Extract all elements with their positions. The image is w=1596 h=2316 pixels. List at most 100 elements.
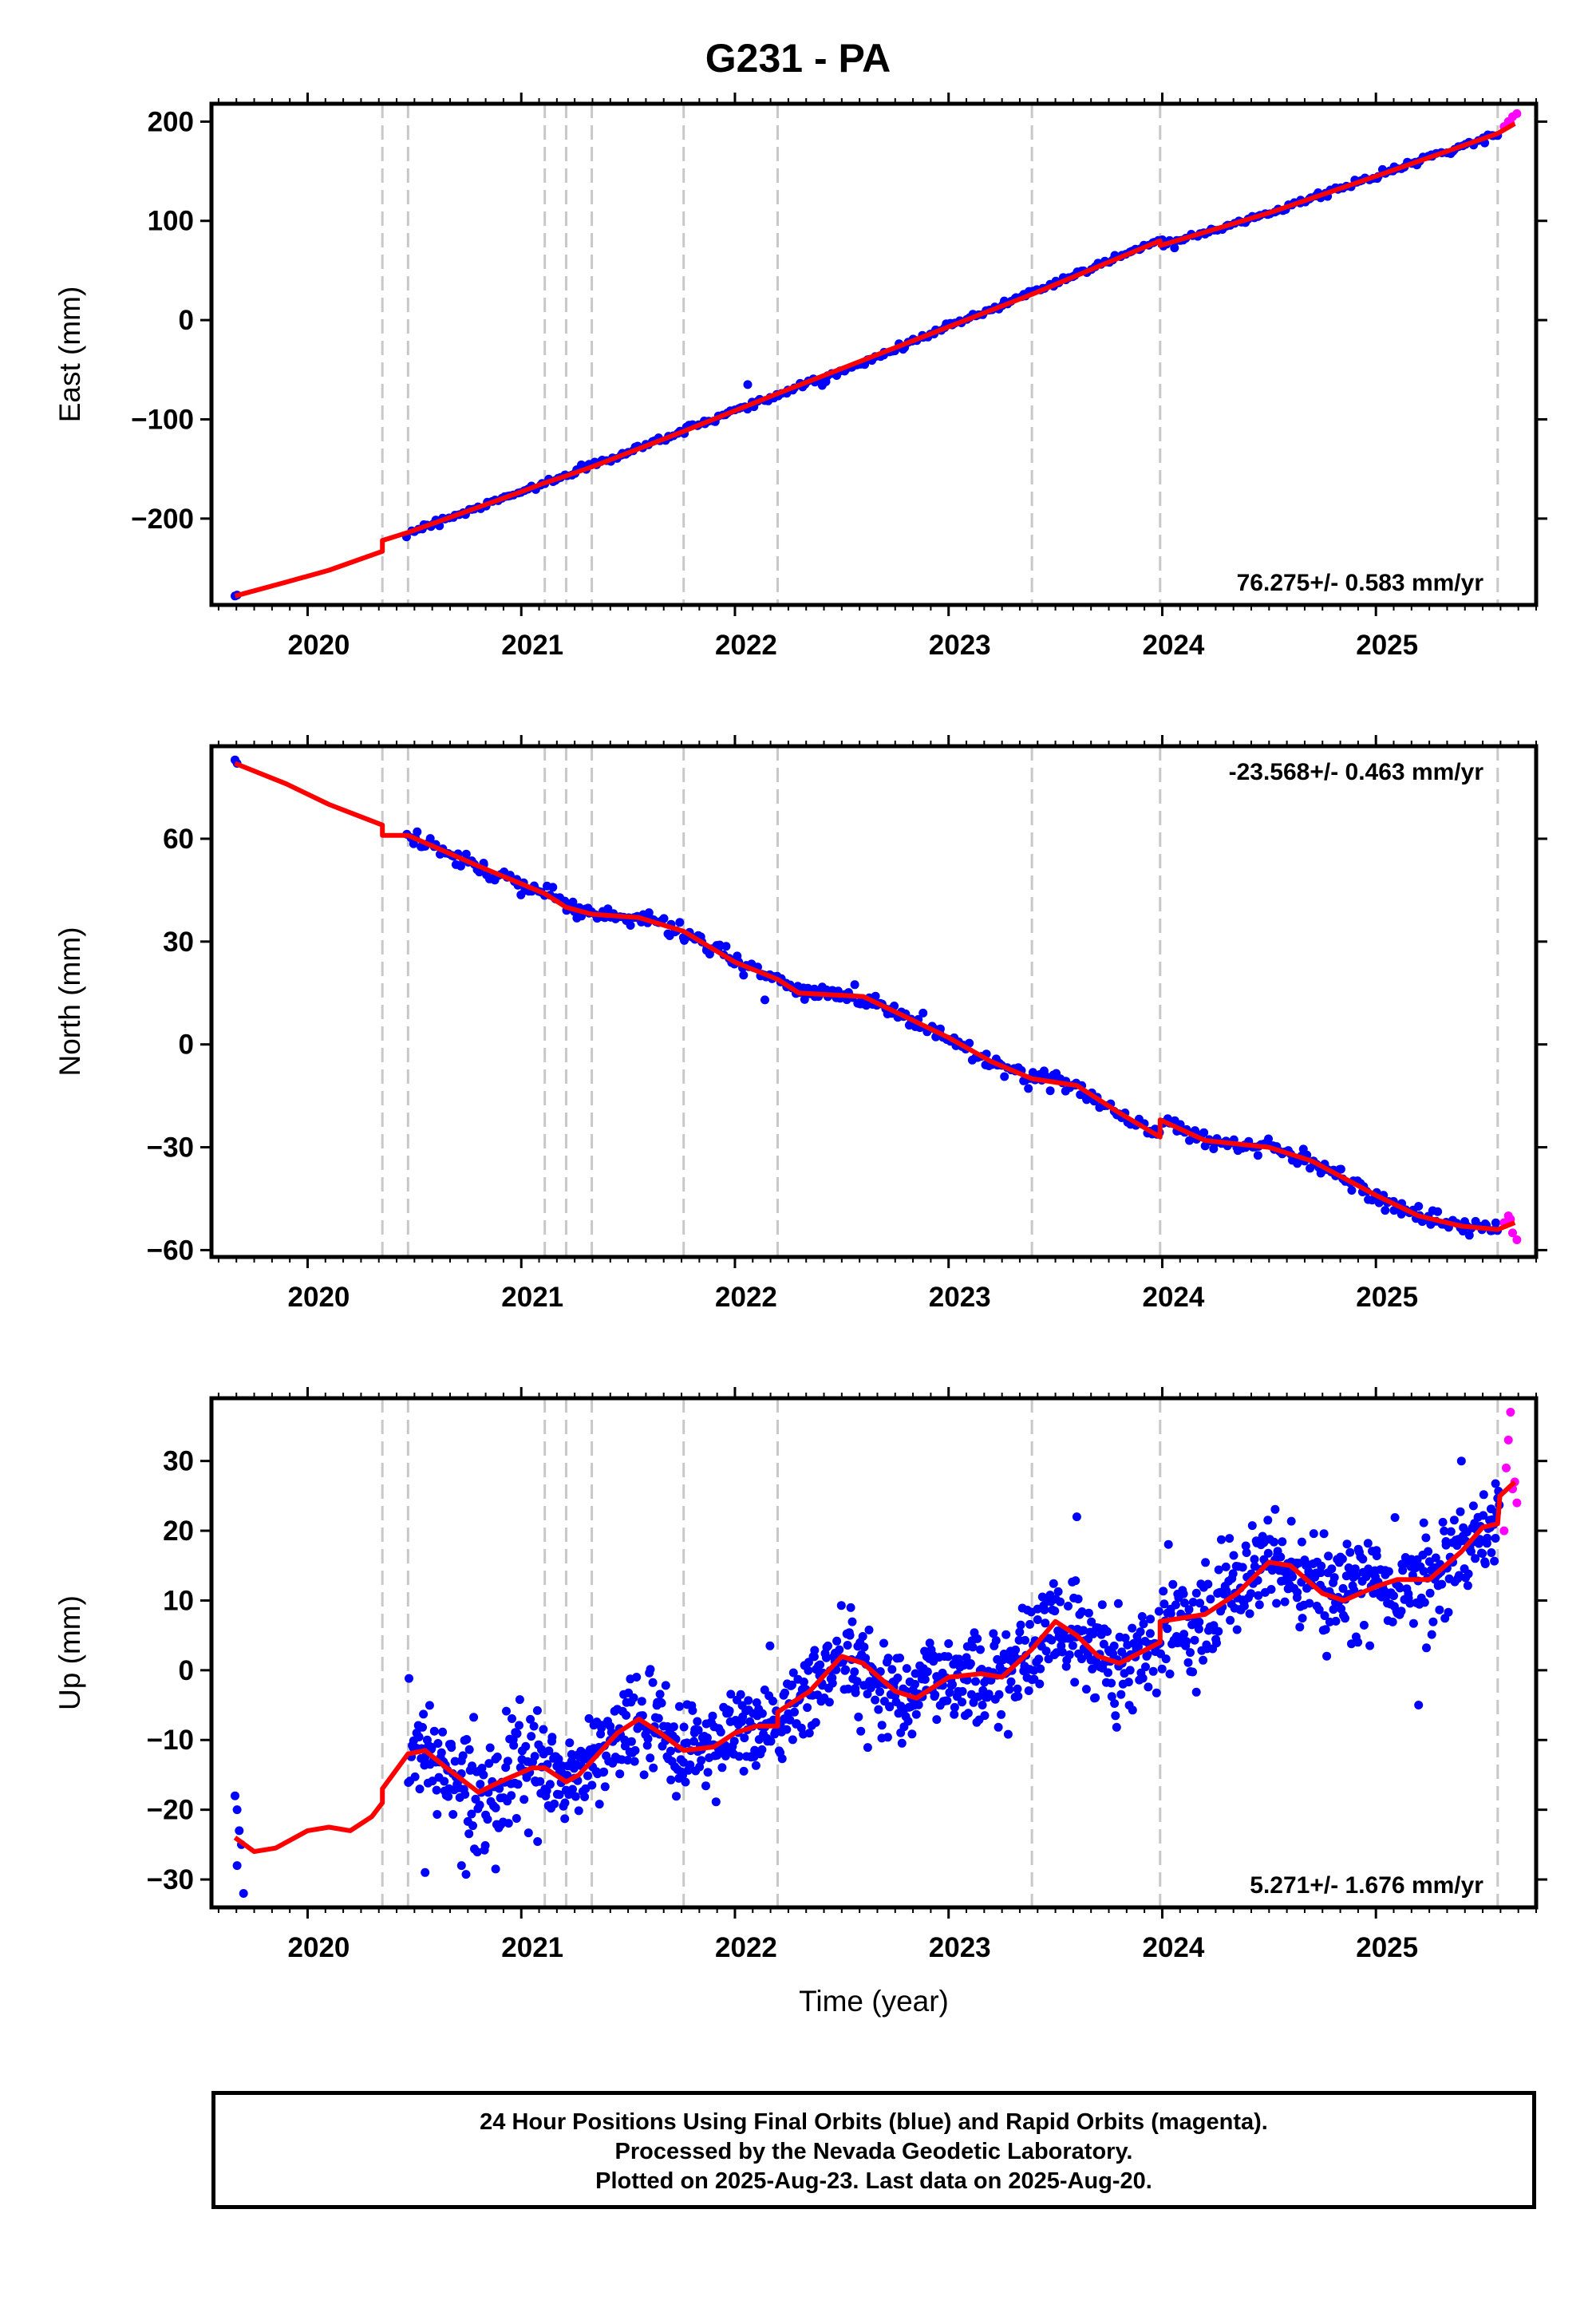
data-point [1225, 1534, 1235, 1543]
data-point [1414, 1701, 1424, 1709]
data-point [1071, 1576, 1080, 1586]
data-point [1148, 1666, 1158, 1676]
data-point [1446, 1527, 1456, 1536]
data-point [693, 1725, 703, 1735]
data-point [1420, 1598, 1429, 1607]
data-point [944, 1639, 954, 1648]
data-point [432, 1785, 441, 1795]
data-point [1013, 1684, 1022, 1694]
data-point [1440, 1526, 1449, 1535]
data-point [1306, 1164, 1315, 1173]
x-tick-label: 2021 [501, 1282, 563, 1313]
y-tick-label: 20 [163, 1516, 194, 1547]
x-tick-label: 2020 [288, 630, 350, 661]
data-point [804, 1666, 813, 1675]
data-point [1081, 1685, 1091, 1694]
data-point [580, 1792, 590, 1801]
data-point [1056, 1597, 1065, 1607]
data-point [1163, 1539, 1173, 1549]
data-point [1317, 1561, 1326, 1571]
data-point [1419, 1567, 1428, 1576]
data-point [843, 1684, 853, 1694]
data-point [630, 1757, 639, 1766]
data-point [1120, 1634, 1130, 1642]
data-point [1041, 1646, 1051, 1656]
data-point [729, 1737, 739, 1746]
y-axis-label: East (mm) [53, 287, 86, 423]
data-point [571, 1792, 580, 1801]
data-point [1068, 1641, 1077, 1650]
data-point [1491, 1218, 1500, 1227]
data-point [1028, 1068, 1037, 1077]
data-point [703, 1768, 713, 1777]
data-point [666, 1746, 675, 1756]
data-point [1316, 1568, 1325, 1578]
data-point [1491, 1534, 1500, 1543]
y-tick-label: −60 [147, 1235, 194, 1266]
data-point [843, 1641, 852, 1650]
data-point [532, 1705, 542, 1715]
data-point [757, 1709, 767, 1718]
data-point [1419, 1518, 1428, 1528]
data-point [1464, 1231, 1474, 1240]
data-point [1405, 1599, 1415, 1608]
data-point [1503, 1435, 1513, 1445]
data-point [433, 1739, 443, 1748]
data-point [461, 849, 471, 859]
data-point [444, 1792, 453, 1801]
data-point [1305, 1599, 1314, 1608]
data-point [1435, 1605, 1444, 1614]
data-point [655, 1690, 665, 1699]
panel-east: −200 −100 0 100 200 2020 2021 2022 2023 2024 2025 E… [53, 93, 1547, 661]
data-point [1341, 1614, 1349, 1623]
plot-frame-north [209, 744, 1539, 1259]
data-point [661, 1681, 670, 1690]
plot-frame-up [209, 1396, 1539, 1910]
data-point [971, 1677, 980, 1686]
y-tick-label: 200 [148, 106, 194, 137]
data-point [584, 1713, 594, 1723]
data-point [963, 1709, 973, 1718]
data-point [1428, 1617, 1438, 1626]
data-point [1136, 1627, 1145, 1637]
data-point [544, 1746, 554, 1756]
data-point [1124, 1678, 1133, 1687]
data-point [903, 1717, 913, 1726]
x-tick-label: 2020 [288, 1932, 350, 1963]
data-point [1015, 1627, 1025, 1637]
data-point [879, 1638, 888, 1648]
data-point [467, 1809, 476, 1819]
data-point [1179, 1630, 1189, 1639]
footer-box: 24 Hour Positions Using Final Orbits (bl… [211, 2091, 1536, 2209]
data-point [554, 1754, 563, 1764]
data-point [811, 1717, 820, 1727]
data-point [468, 1821, 477, 1831]
data-point [526, 1714, 535, 1724]
model-line-up [233, 1480, 1517, 1855]
data-point [1061, 1662, 1071, 1671]
data-point [1079, 1626, 1088, 1635]
data-point [1479, 1490, 1488, 1500]
data-point [1049, 1579, 1058, 1588]
data-point [1293, 1159, 1302, 1168]
data-point [991, 1636, 1001, 1646]
data-point [1338, 1583, 1348, 1593]
x-tick-label: 2024 [1143, 630, 1205, 661]
data-point [740, 1733, 749, 1743]
data-point [1113, 1599, 1123, 1608]
data-point [1324, 1551, 1333, 1561]
data-point [803, 1703, 812, 1713]
data-point [871, 1695, 880, 1705]
data-point [479, 1770, 488, 1780]
data-point [413, 827, 422, 836]
y-tick-label: −30 [147, 1132, 194, 1164]
x-tick-label: 2022 [715, 1282, 777, 1313]
x-tick-label: 2020 [288, 1282, 350, 1313]
data-point [1427, 1630, 1436, 1639]
model-line-east [234, 121, 1516, 599]
panel-up: −30 −20 −10 0 10 20 30 2020 2021 2022 2023 2024 2025… [53, 1387, 1547, 2018]
data-point [521, 1741, 531, 1751]
data-point [1331, 1616, 1341, 1626]
